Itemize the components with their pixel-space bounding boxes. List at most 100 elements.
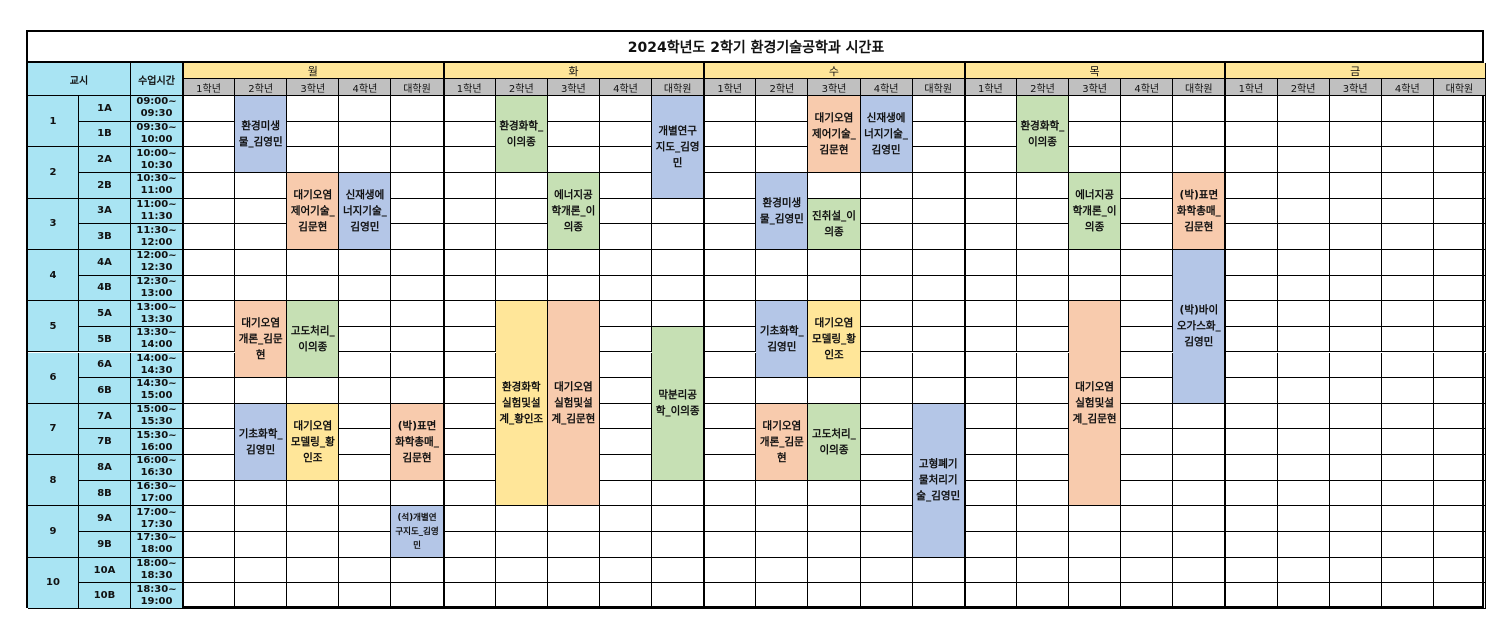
timetable-cell[interactable]: [599, 506, 653, 533]
timetable-cell[interactable]: [547, 249, 600, 276]
timetable-cell[interactable]: [1277, 249, 1330, 276]
timetable-cell[interactable]: [443, 147, 496, 173]
timetable-cell[interactable]: [1433, 557, 1486, 584]
timetable-cell[interactable]: [599, 249, 653, 276]
timetable-cell[interactable]: [1277, 557, 1330, 584]
timetable-cell[interactable]: [1381, 275, 1434, 302]
timetable-cell[interactable]: [339, 532, 392, 558]
timetable-cell[interactable]: [183, 275, 236, 302]
timetable-cell[interactable]: [704, 224, 757, 250]
timetable-cell[interactable]: [547, 121, 600, 148]
timetable-cell[interactable]: [652, 532, 705, 558]
timetable-cell[interactable]: [443, 532, 496, 558]
timetable-cell[interactable]: [704, 378, 757, 404]
timetable-cell[interactable]: [183, 480, 236, 507]
timetable-cell[interactable]: [964, 378, 1017, 404]
timetable-cell[interactable]: [964, 583, 1017, 609]
timetable-cell[interactable]: [495, 557, 548, 584]
timetable-cell[interactable]: [443, 172, 496, 199]
timetable-cell[interactable]: [495, 249, 548, 276]
timetable-cell[interactable]: [704, 429, 757, 456]
timetable-cell[interactable]: [495, 172, 548, 199]
timetable-cell[interactable]: [756, 96, 809, 122]
course-block[interactable]: 대기오염개론_김문현: [235, 301, 288, 379]
timetable-cell[interactable]: [1016, 557, 1070, 584]
timetable-cell[interactable]: [704, 198, 757, 225]
timetable-cell[interactable]: [1121, 429, 1174, 456]
timetable-cell[interactable]: [808, 583, 861, 609]
timetable-cell[interactable]: [183, 172, 236, 199]
timetable-cell[interactable]: [652, 249, 705, 276]
timetable-cell[interactable]: [443, 326, 496, 353]
timetable-cell[interactable]: [1329, 583, 1382, 609]
timetable-cell[interactable]: [1381, 249, 1434, 276]
timetable-cell[interactable]: [1381, 557, 1434, 584]
timetable-cell[interactable]: [1329, 326, 1382, 353]
timetable-cell[interactable]: [1225, 224, 1278, 250]
timetable-cell[interactable]: [443, 378, 496, 404]
timetable-cell[interactable]: [912, 352, 965, 379]
timetable-cell[interactable]: [912, 301, 965, 327]
timetable-cell[interactable]: [964, 403, 1017, 430]
timetable-cell[interactable]: [756, 249, 809, 276]
timetable-cell[interactable]: [964, 532, 1017, 558]
timetable-cell[interactable]: [1433, 532, 1486, 558]
timetable-cell[interactable]: [1173, 96, 1226, 122]
course-block[interactable]: 대기오염모델링_황인조: [808, 301, 861, 379]
timetable-cell[interactable]: [339, 557, 392, 584]
timetable-cell[interactable]: [1121, 198, 1174, 225]
timetable-cell[interactable]: [860, 506, 913, 533]
timetable-cell[interactable]: [287, 96, 340, 122]
timetable-cell[interactable]: [1121, 224, 1174, 250]
course-block[interactable]: (박)표면화학총매_김문현: [1173, 172, 1226, 250]
timetable-cell[interactable]: [599, 429, 653, 456]
timetable-cell[interactable]: [443, 96, 496, 122]
timetable-cell[interactable]: [1381, 455, 1434, 481]
timetable-cell[interactable]: [1121, 378, 1174, 404]
timetable-cell[interactable]: [1277, 301, 1330, 327]
timetable-cell[interactable]: [599, 198, 653, 225]
timetable-cell[interactable]: [1329, 403, 1382, 430]
course-block[interactable]: 에너지공학개론_이의종: [1069, 172, 1122, 250]
timetable-cell[interactable]: [443, 301, 496, 327]
timetable-cell[interactable]: [860, 403, 913, 430]
timetable-cell[interactable]: [704, 275, 757, 302]
course-block[interactable]: 대기오염개론_김문현: [756, 403, 809, 481]
timetable-cell[interactable]: [339, 480, 392, 507]
timetable-cell[interactable]: [1121, 172, 1174, 199]
timetable-cell[interactable]: [183, 121, 236, 148]
course-block[interactable]: 대기오염실험및설계_김문현: [547, 301, 600, 507]
timetable-cell[interactable]: [1277, 198, 1330, 225]
timetable-cell[interactable]: [495, 224, 548, 250]
timetable-cell[interactable]: [391, 378, 444, 404]
timetable-cell[interactable]: [964, 429, 1017, 456]
timetable-cell[interactable]: [1277, 583, 1330, 609]
timetable-cell[interactable]: [912, 224, 965, 250]
timetable-cell[interactable]: [1433, 326, 1486, 353]
timetable-cell[interactable]: [1225, 403, 1278, 430]
timetable-cell[interactable]: [183, 147, 236, 173]
timetable-cell[interactable]: [1277, 326, 1330, 353]
timetable-cell[interactable]: [808, 506, 861, 533]
timetable-cell[interactable]: [1225, 352, 1278, 379]
timetable-cell[interactable]: [547, 557, 600, 584]
timetable-cell[interactable]: [1381, 301, 1434, 327]
timetable-cell[interactable]: [860, 455, 913, 481]
timetable-cell[interactable]: [443, 506, 496, 533]
timetable-cell[interactable]: [1433, 224, 1486, 250]
timetable-cell[interactable]: [1381, 224, 1434, 250]
timetable-cell[interactable]: [1121, 532, 1174, 558]
timetable-cell[interactable]: [704, 583, 757, 609]
timetable-cell[interactable]: [183, 198, 236, 225]
timetable-cell[interactable]: [599, 301, 653, 327]
timetable-cell[interactable]: [1381, 583, 1434, 609]
timetable-cell[interactable]: [235, 249, 288, 276]
timetable-cell[interactable]: [912, 326, 965, 353]
timetable-cell[interactable]: [443, 352, 496, 379]
course-block[interactable]: 고형폐기물처리기술_김영민: [912, 403, 965, 558]
course-block[interactable]: 환경미생물_김영민: [756, 172, 809, 250]
timetable-cell[interactable]: [652, 301, 705, 327]
timetable-cell[interactable]: [860, 480, 913, 507]
timetable-cell[interactable]: [443, 480, 496, 507]
timetable-cell[interactable]: [860, 275, 913, 302]
